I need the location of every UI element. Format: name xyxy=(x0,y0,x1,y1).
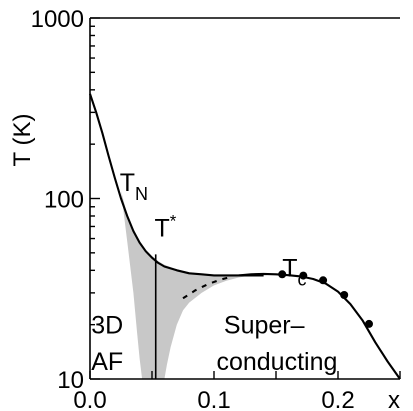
tc-data-point xyxy=(319,276,328,285)
annotation-super: Super– xyxy=(224,312,305,340)
annotation-tstar: T* xyxy=(154,212,176,243)
pseudogap-shaded-region xyxy=(121,191,252,379)
x-tick-label: 0.0 xyxy=(73,387,106,411)
annotation-tn: TN xyxy=(120,169,148,204)
y-tick-label: 10 xyxy=(57,367,84,394)
annotation-conducting: conducting xyxy=(216,348,337,376)
annotation-tn-sub: N xyxy=(135,184,148,204)
x-tick-label: 0.2 xyxy=(321,387,354,411)
annotation-tc: Tc xyxy=(282,254,306,289)
tc-data-point xyxy=(340,291,349,299)
tc-data-point xyxy=(365,319,373,328)
phase-boundary-curve-0 xyxy=(89,93,264,277)
dashed-curve xyxy=(182,275,233,300)
shaded-region-layer xyxy=(121,191,252,379)
annotation-3d: 3D xyxy=(91,312,123,340)
annotation-tn-main: T xyxy=(120,169,135,197)
annotation-af: AF xyxy=(91,348,123,376)
data-points-layer xyxy=(278,270,373,328)
y-axis-title: T (K) xyxy=(9,114,36,167)
annotation-tstar-sup: * xyxy=(170,212,177,231)
annotation-tstar-main: T xyxy=(154,215,169,243)
tc-data-point xyxy=(299,271,308,280)
labels-layer: T (K) TN T* Tc 3D AF Super– conducting 0… xyxy=(9,6,400,411)
x-tick-label: 0.1 xyxy=(197,387,230,411)
annotation-tc-sub: c xyxy=(297,269,306,289)
y-tick-label: 100 xyxy=(44,187,84,214)
tc-data-point xyxy=(278,270,287,279)
annotation-tc-main: T xyxy=(282,254,297,282)
y-tick-label: 1000 xyxy=(31,6,84,33)
ticks-layer xyxy=(89,17,401,380)
x-tick-label: x xyxy=(388,387,400,411)
